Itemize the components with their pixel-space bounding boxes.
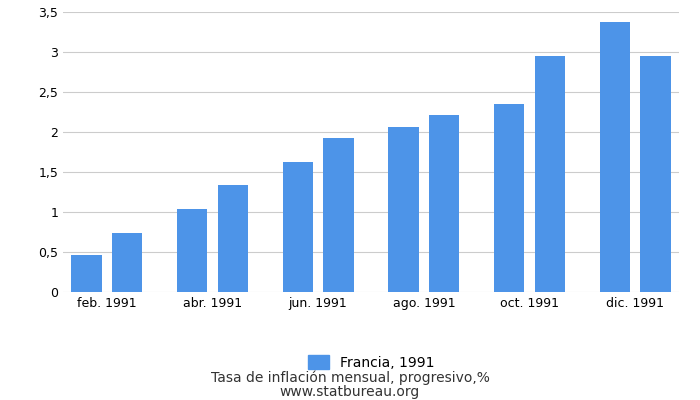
Text: Tasa de inflación mensual, progresivo,%: Tasa de inflación mensual, progresivo,%: [211, 371, 489, 385]
Bar: [429, 115, 459, 292]
Bar: [323, 138, 354, 292]
Bar: [535, 56, 565, 292]
Text: www.statbureau.org: www.statbureau.org: [280, 385, 420, 399]
Bar: [218, 185, 248, 292]
Bar: [71, 255, 101, 292]
Bar: [389, 127, 419, 292]
Bar: [177, 209, 207, 292]
Bar: [494, 104, 524, 292]
Bar: [283, 162, 313, 292]
Bar: [112, 233, 142, 292]
Bar: [640, 56, 671, 292]
Legend: Francia, 1991: Francia, 1991: [302, 349, 440, 375]
Bar: [600, 22, 630, 292]
